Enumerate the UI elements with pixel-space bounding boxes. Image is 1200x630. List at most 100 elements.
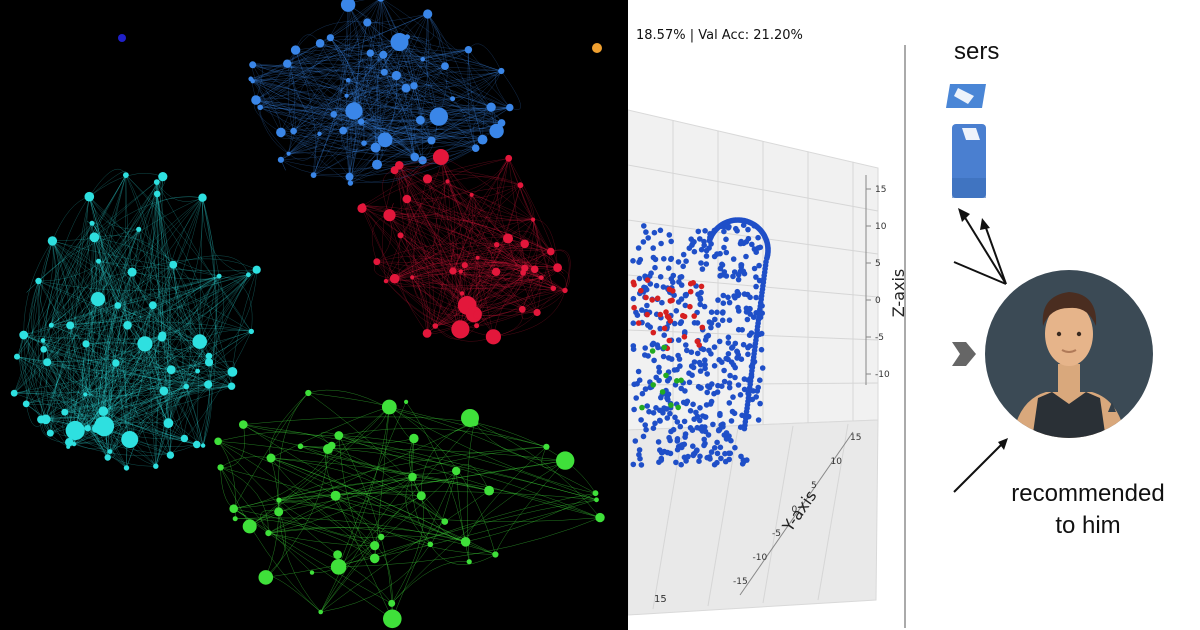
graph-node [216, 273, 222, 279]
z-tick-label: -5 [875, 333, 884, 343]
scatter-point [728, 437, 734, 444]
graph-node [276, 127, 286, 138]
scatter-point [687, 288, 694, 295]
z-axis-label: Z-axis [889, 269, 908, 318]
graph-node [257, 104, 264, 111]
graph-node [214, 437, 222, 446]
scatter-point [676, 356, 683, 362]
scatter-point [656, 417, 663, 424]
grid-line [707, 427, 739, 607]
scatter-point [702, 424, 708, 430]
graph-node [466, 559, 472, 565]
scatter-point [688, 349, 695, 356]
graph-node [35, 277, 42, 285]
scatter-point [641, 223, 647, 229]
graph-node [363, 18, 372, 27]
recommendation-panel: sers [928, 0, 1200, 630]
scatter-point [726, 400, 733, 406]
scatter-point [725, 294, 731, 301]
graph-node [517, 182, 524, 189]
graph-node [460, 537, 471, 547]
network-graph [10, 0, 605, 629]
scatter-point [633, 395, 639, 401]
scatter-point [644, 311, 650, 318]
z-tick-label: -10 [875, 370, 890, 380]
scatter-point [665, 265, 672, 272]
graph-node [46, 429, 54, 437]
graph-node [66, 321, 75, 330]
user-avatar-icon [985, 270, 1153, 438]
scatter-point [681, 334, 688, 340]
scatter-point [720, 272, 727, 278]
graph-node [491, 267, 501, 276]
graph-node [520, 239, 529, 249]
graph-node [326, 34, 334, 42]
y-tick-label: -15 [733, 577, 748, 587]
arrow-icon [953, 208, 1007, 285]
scatter-point [678, 319, 685, 325]
scatter-point [674, 366, 680, 373]
graph-node [317, 131, 322, 136]
scatter-point [698, 385, 704, 391]
scatter-point [687, 280, 694, 287]
scatter-point [746, 332, 753, 339]
graph-node [595, 512, 605, 523]
graph-node [418, 156, 427, 165]
scatter-point [653, 374, 659, 381]
scatter-point [634, 312, 641, 319]
scatter-point [721, 378, 728, 385]
scatter-point [697, 426, 704, 432]
scatter-point [680, 399, 687, 406]
scatter-point [735, 276, 742, 283]
scatter-point [732, 364, 738, 371]
graph-node [416, 491, 426, 501]
scatter-point [671, 320, 678, 327]
scatter-point [697, 405, 703, 411]
scatter-point [667, 298, 674, 304]
graph-node [217, 464, 224, 471]
scatter-point [644, 277, 651, 283]
graph-node [347, 180, 354, 186]
scatter-point [717, 410, 723, 417]
graph-node [103, 429, 109, 436]
scatter-point [664, 415, 671, 421]
scatter-point [715, 297, 721, 303]
scatter-point [666, 232, 673, 238]
scatter-point [731, 293, 737, 299]
scatter-point [631, 304, 637, 311]
scatter-point [658, 457, 665, 463]
scatter-point [653, 282, 660, 289]
graph-node [543, 443, 550, 450]
graph-node [89, 232, 100, 243]
scatter-point [741, 386, 748, 393]
scatter-point [673, 459, 679, 466]
graph-node [344, 93, 349, 98]
scatter-point [732, 374, 738, 381]
graph-node [370, 541, 380, 551]
scatter-point [734, 348, 740, 355]
scatter-point [645, 353, 651, 359]
scatter-point [727, 372, 733, 379]
scatter-point [697, 301, 703, 308]
document-icon [952, 124, 986, 198]
scatter-point [674, 378, 680, 384]
graph-node [450, 96, 456, 102]
scatter-point [691, 416, 697, 423]
scatter-point [638, 462, 645, 468]
graph-node [497, 119, 506, 127]
scatter-point [740, 459, 747, 465]
graph-node [469, 192, 474, 197]
graph-node [372, 159, 382, 170]
scatter-point [714, 309, 720, 316]
graph-node [123, 321, 132, 330]
scatter-point [654, 295, 661, 302]
scatter-point [728, 359, 735, 366]
scatter-point [697, 453, 703, 460]
graph-node [276, 497, 282, 503]
scatter-point [642, 345, 648, 351]
graph-node [408, 472, 417, 482]
scatter-point [701, 303, 708, 310]
graph-node [533, 308, 541, 317]
scatter-point [714, 389, 721, 395]
cluster-edges [13, 169, 257, 469]
